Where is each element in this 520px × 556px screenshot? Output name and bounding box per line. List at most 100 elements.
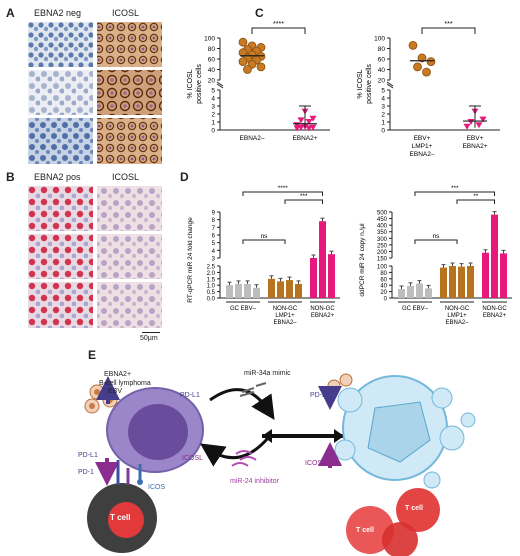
d-group-label-1: LMP1+ [447, 313, 467, 319]
mir24-inhibitor-icon [231, 450, 257, 467]
c-ytick-label-0: 0 [211, 128, 215, 135]
c-ylabel-1-1: % ICOSL [357, 69, 364, 98]
icosl-label-left: ICOSL [182, 455, 204, 462]
d-bar-1-2-2 [500, 253, 507, 298]
c-sig-label-0: **** [273, 21, 284, 28]
d-sig-bracket-0 [242, 239, 286, 244]
d-ytick-label-0: 0.5 [207, 290, 216, 296]
d-bar-1-2-1 [491, 214, 498, 298]
d-ytick-label-1: 150 [377, 257, 388, 263]
c-xtick-label-1: EBNA2+ [462, 143, 487, 150]
c-sig-bracket-0 [251, 27, 306, 34]
panel-e-label: E [88, 348, 97, 362]
c-ytick-label-1: 5 [381, 88, 385, 95]
c-ytick-label-1: 1 [381, 120, 385, 127]
d-ytick-label-1: 80 [380, 271, 387, 277]
d-ytick-label-1: 450 [377, 217, 388, 223]
d-ytick-label-0: 3 [212, 257, 216, 263]
c-point-ebna2pos-1 [479, 116, 487, 123]
mimic-label: miR-34a mimic [244, 370, 291, 377]
d-bar-1-0-2 [416, 283, 423, 298]
c-ylabel-2-0: positive cells [196, 64, 203, 104]
mimic-arrow [209, 388, 275, 421]
ebv-label: EBV [108, 388, 123, 395]
c-point-ebna2pos-0 [297, 124, 305, 131]
micrograph-a-1-2 [97, 22, 162, 67]
micrograph-b-1-1 [28, 186, 93, 231]
d-bar-0-1-2 [286, 280, 293, 298]
panel-c-label: C [255, 6, 264, 20]
c-xtick-label-0: EBNA2+ [292, 135, 317, 142]
d-group-label-1: EBNA2– [445, 320, 469, 326]
panel-a-header-ebna2neg: EBNA2 neg [34, 8, 82, 18]
d-bar-1-1-3 [467, 266, 474, 298]
c-ytick-label-1: 40 [378, 67, 386, 74]
panel-b-label: B [6, 170, 15, 184]
d-ytick-label-0: 5 [212, 241, 216, 247]
c-ylabel-2-1: positive cells [366, 64, 373, 104]
micrograph-a-3-1 [28, 118, 93, 164]
c-point-ebna2neg-1 [408, 40, 418, 50]
panel-b-micrographs [28, 186, 162, 328]
c-axis-break2-0 [216, 83, 224, 89]
d-group-label-0: NON-GC [310, 306, 335, 312]
d-ytick-label-0: 1.0 [207, 284, 216, 290]
c-ytick-label-1: 2 [381, 112, 385, 119]
c-axis-break2-1 [386, 83, 394, 89]
micrograph-a-2-1 [28, 70, 93, 115]
scale-bar-line [142, 332, 160, 333]
c-ytick-label-0: 2 [211, 112, 215, 119]
c-axis-break-0 [216, 81, 224, 87]
c-point-ebna2pos-1 [475, 122, 483, 129]
d-group-label-1: NON-GC [445, 306, 470, 312]
micrograph-grid-a [28, 22, 162, 164]
micrograph-b-3-1 [28, 282, 93, 328]
c-ytick-label-1: 3 [381, 104, 385, 111]
c-point-ebna2neg-1 [426, 57, 436, 67]
lymphoma-label-2: B-cell lymphoma [99, 380, 151, 387]
panel-a-micrographs [28, 22, 162, 164]
d-sig-label-0: **** [278, 185, 289, 192]
c-point-ebna2neg-0 [243, 65, 252, 74]
pd1-label: PD-1 [78, 469, 94, 476]
c-point-ebna2neg-1 [417, 53, 427, 63]
d-ytick-label-0: 4 [212, 249, 216, 255]
d-sig-bracket-1 [414, 191, 495, 196]
lymphoma-label-1: EBNA2+ [104, 371, 132, 378]
d-ytick-label-0: 2.5 [207, 265, 216, 271]
c-ylabel-1-0: % ICOSL [187, 69, 194, 98]
d-bar-0-1-1 [277, 281, 284, 298]
c-ytick-label-1: 4 [381, 96, 385, 103]
d-group-label-0: EBNA2– [273, 320, 297, 326]
c-ytick-label-1: 0 [381, 128, 385, 135]
t-cell-label-right-2: T cell [356, 527, 374, 534]
d-bar-1-0-0 [398, 289, 405, 298]
d-group-label-1: NON-GC [482, 306, 507, 312]
c-axis-break-1 [386, 81, 394, 87]
c-sig-label-1: *** [444, 21, 452, 28]
double-arrow-right-head [334, 429, 344, 443]
d-bar-1-1-2 [458, 266, 465, 298]
d-sig-bracket-1 [414, 239, 458, 244]
pdl1-label-right: PD-L1 [310, 392, 330, 399]
d-ytick-label-1: 350 [377, 230, 388, 236]
d-bar-1-1-1 [449, 266, 456, 298]
d-ytick-label-1: 500 [377, 211, 388, 217]
panel-d-label: D [180, 170, 189, 184]
icosl-label-right: ICOSL [305, 460, 327, 467]
d-bar-0-0-0 [226, 285, 233, 298]
t-cells-right [346, 488, 440, 556]
d-bar-0-2-1 [319, 221, 326, 298]
scale-bar-label: 50μm [140, 335, 158, 342]
c-ytick-label-0: 3 [211, 104, 215, 111]
d-bar-1-0-1 [407, 285, 414, 298]
c-ytick-label-0: 20 [208, 78, 216, 85]
d-ytick-label-1: 0 [384, 297, 388, 303]
c-point-ebna2neg-1 [422, 67, 431, 77]
double-arrow-left-head [262, 429, 272, 443]
c-ytick-label-0: 1 [211, 120, 215, 127]
d-bar-0-0-1 [235, 283, 242, 298]
d-bar-0-2-2 [328, 254, 335, 298]
d-group-label-1: GC EBV– [402, 306, 429, 312]
lymphoma-cell [106, 387, 204, 473]
